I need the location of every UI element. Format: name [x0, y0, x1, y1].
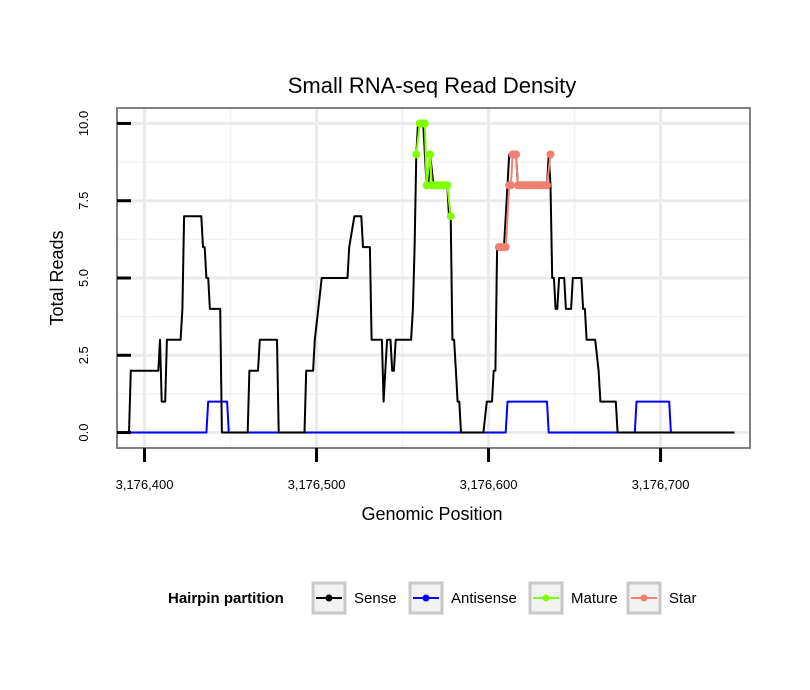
- data-point-mature: [426, 150, 435, 159]
- data-point-star: [501, 243, 510, 252]
- legend: Hairpin partition Sense Antisense Mature St…: [168, 581, 697, 615]
- legend-label-antisense: Antisense: [451, 590, 517, 607]
- data-point-mature: [446, 212, 455, 221]
- legend-label-star: Star: [669, 590, 697, 607]
- data-point-star: [543, 181, 552, 190]
- legend-label-mature: Mature: [571, 590, 618, 607]
- data-point-star: [546, 150, 555, 159]
- legend-key-dot: [640, 594, 648, 602]
- legend-key-dot: [422, 594, 430, 602]
- plot-area: [116, 107, 751, 449]
- x-axis: 3,176,400 3,176,500 3,176,600 3,176,700: [116, 448, 690, 492]
- data-point-mature: [443, 181, 452, 190]
- y-tick-label: 2.5: [76, 346, 91, 364]
- series-line-antisense: [129, 400, 735, 434]
- x-tick-label: 3,176,700: [632, 477, 690, 492]
- legend-title: Hairpin partition: [168, 590, 284, 607]
- legend-key-dot: [325, 594, 333, 602]
- chart-title: Small RNA-seq Read Density: [288, 73, 577, 98]
- series-points: [412, 119, 555, 252]
- data-point-star: [512, 150, 521, 159]
- legend-key-dot: [542, 594, 550, 602]
- x-tick-label: 3,176,400: [116, 477, 174, 492]
- y-tick-label: 5.0: [76, 269, 91, 287]
- x-tick-label: 3,176,600: [460, 477, 518, 492]
- y-tick-label: 10.0: [76, 111, 91, 136]
- y-tick-label: 0.0: [76, 424, 91, 442]
- x-tick-label: 3,176,500: [288, 477, 346, 492]
- y-axis-title: Total Reads: [47, 230, 67, 325]
- data-point-star: [506, 181, 515, 190]
- legend-label-sense: Sense: [354, 590, 397, 607]
- data-point-mature: [420, 119, 429, 128]
- data-point-mature: [412, 150, 421, 159]
- y-axis: 0.0 2.5 5.0 7.5 10.0: [76, 111, 131, 442]
- grid: [117, 108, 750, 448]
- y-tick-label: 7.5: [76, 192, 91, 210]
- x-axis-title: Genomic Position: [361, 504, 502, 524]
